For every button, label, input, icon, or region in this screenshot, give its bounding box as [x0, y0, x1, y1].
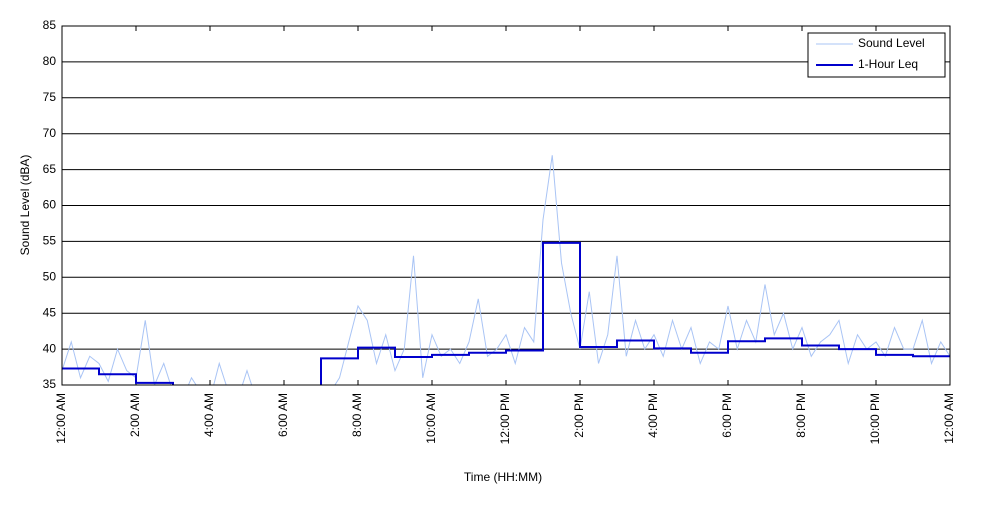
y-tick-label: 55	[43, 234, 57, 248]
x-tick-label: 8:00 AM	[350, 393, 364, 437]
y-tick-label: 85	[43, 18, 57, 32]
x-tick-label: 10:00 PM	[868, 393, 882, 444]
y-tick-label: 65	[43, 162, 57, 176]
plot-frame	[61, 25, 951, 386]
y-tick-label: 45	[43, 305, 57, 319]
x-tick-label: 12:00 AM	[942, 393, 956, 444]
x-tick-label: 8:00 PM	[794, 393, 808, 438]
x-tick-label: 4:00 AM	[202, 393, 216, 437]
y-tick-label: 80	[43, 54, 57, 68]
x-tick-label: 6:00 PM	[720, 393, 734, 438]
y-tick-label: 60	[43, 198, 57, 212]
x-axis-label: Time (HH:MM)	[464, 470, 542, 484]
y-axis-label: Sound Level (dBA)	[18, 155, 32, 256]
legend-box	[807, 32, 946, 78]
legend-label: 1-Hour Leq	[858, 57, 918, 71]
x-tick-label: 4:00 PM	[646, 393, 660, 438]
y-tick-label: 35	[43, 377, 57, 391]
x-tick-label: 2:00 PM	[572, 393, 586, 438]
x-tick-label: 10:00 AM	[424, 393, 438, 444]
y-tick-label: 50	[43, 269, 57, 283]
series-line	[62, 155, 950, 385]
series-line	[62, 241, 950, 385]
legend-label: Sound Level	[858, 36, 925, 50]
x-tick-label: 2:00 AM	[128, 393, 142, 437]
x-tick-label: 6:00 AM	[276, 393, 290, 437]
y-tick-label: 70	[43, 126, 57, 140]
y-tick-label: 75	[43, 90, 57, 104]
plot-lines	[62, 155, 950, 385]
x-tick-label: 12:00 AM	[54, 393, 68, 444]
x-tick-label: 12:00 PM	[498, 393, 512, 444]
y-tick-label: 40	[43, 341, 57, 355]
